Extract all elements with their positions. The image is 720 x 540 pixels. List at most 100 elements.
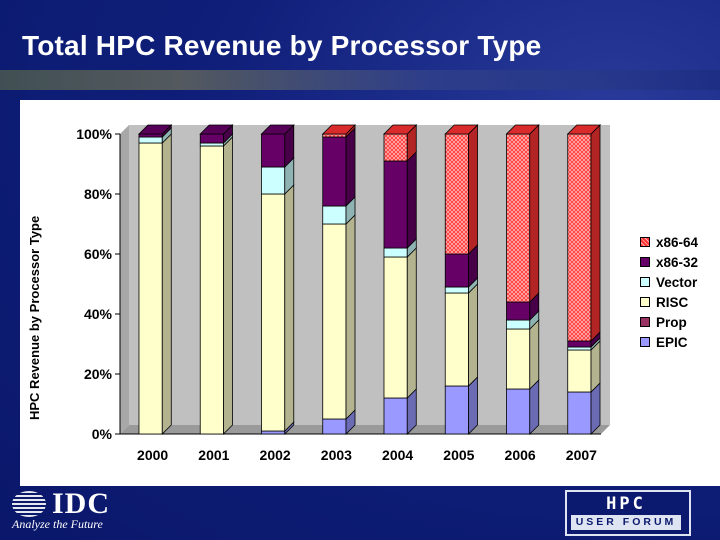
bar-segment-side (406, 151, 417, 249)
title-decoration-bar (0, 70, 720, 90)
bar-segment (506, 388, 531, 435)
legend-label: RISC (656, 294, 689, 310)
bar-segment (506, 133, 531, 303)
plot-side-wall (120, 125, 129, 434)
bar-segment (506, 301, 531, 321)
stacked-bar-chart: 0% 20% 40% 60% 80% 100% 2000 2001 2002 2003 2004 20… (76, 124, 610, 463)
bar-segment (322, 205, 347, 225)
legend-swatch (640, 257, 650, 267)
bar-top (199, 124, 234, 135)
idc-globe-icon (12, 491, 46, 517)
legend-label: Vector (656, 274, 698, 290)
bar-segment (261, 133, 286, 168)
x-tick-label: 2001 (198, 447, 229, 463)
y-tick-label: 60% (84, 246, 113, 262)
y-tick-label: 0% (92, 426, 113, 442)
slide-title: Total HPC Revenue by Processor Type (22, 30, 542, 61)
legend-item: Prop (640, 312, 698, 332)
legend-swatch (640, 277, 650, 287)
legend-item: x86-64 (640, 232, 698, 252)
bar-top (444, 124, 479, 135)
legend-label: x86-64 (656, 234, 699, 250)
bar-segment-side (529, 124, 540, 303)
bar-top (138, 124, 173, 135)
bar-top (505, 124, 540, 135)
x-tick-label: 2000 (137, 447, 168, 463)
bar-segment-side (468, 124, 478, 255)
hpc-logo-text: HPC (606, 494, 646, 514)
bar-segment (383, 160, 408, 249)
legend-item: EPIC (640, 332, 698, 352)
bar-top (321, 124, 356, 135)
bar-segment-side (284, 184, 295, 432)
bar-top (383, 124, 418, 135)
bar-segment (383, 133, 408, 162)
y-tick-label: 20% (84, 366, 113, 382)
bar-segment (567, 133, 592, 342)
plot-floor (120, 425, 610, 434)
x-tick-label: 2006 (505, 447, 536, 463)
x-tick-label: 2002 (260, 447, 291, 463)
idc-tagline: Analyze the Future (12, 517, 103, 531)
bar-segment (322, 136, 347, 207)
y-tick-label: 80% (84, 186, 113, 202)
y-tick-label: 40% (84, 306, 113, 322)
x-tick-label: 2005 (443, 447, 474, 463)
bar-segment (261, 166, 286, 195)
legend-swatch (640, 237, 650, 247)
bar-segment (138, 133, 163, 138)
bar-segment-side (345, 127, 356, 207)
bar-segment (261, 193, 286, 432)
bar-segment (444, 253, 469, 288)
bar-segment-side (223, 136, 233, 435)
bar-segment (322, 418, 347, 435)
bar-segment (199, 145, 224, 435)
idc-wordmark: IDC (52, 487, 111, 520)
hpc-user-forum-logo: HPC USER FORUM (565, 490, 691, 536)
bar-segment (199, 133, 224, 144)
legend-label: Prop (656, 314, 687, 330)
bar-segment (444, 286, 469, 294)
bar-segment-side (345, 214, 356, 420)
bar-segment (444, 292, 469, 387)
bar-segment (138, 142, 163, 435)
bar-segment (567, 346, 592, 351)
bar-segment (383, 247, 408, 258)
chart-legend: x86-64 x86-32 Vector RISC Prop EPIC (640, 232, 698, 352)
bar-segment (322, 223, 347, 420)
bar-segment (444, 133, 469, 255)
legend-swatch (640, 317, 650, 327)
bar-segment (261, 430, 286, 435)
user-forum-text: USER FORUM (571, 515, 681, 530)
bar-segment (506, 328, 531, 390)
bar-segment (444, 385, 469, 435)
bar-segment (383, 256, 408, 399)
bar-segment-side (590, 124, 601, 342)
bar-segment-side (161, 133, 172, 435)
bar-top (566, 124, 601, 135)
x-tick-label: 2003 (321, 447, 352, 463)
legend-label: x86-32 (656, 254, 699, 270)
bar-segment-side (468, 376, 478, 435)
bar-top (260, 124, 295, 135)
x-tick-label: 2004 (382, 447, 413, 463)
y-tick-label: 100% (76, 126, 112, 142)
bar-segment-side (468, 283, 478, 387)
bar-segment (506, 319, 531, 330)
legend-swatch (640, 337, 650, 347)
legend-swatch (640, 297, 650, 307)
bar-segment (199, 142, 224, 147)
bar-segment-side (529, 319, 540, 390)
bar-segment (322, 133, 347, 138)
bar-segment (138, 136, 163, 144)
x-tick-label: 2007 (566, 447, 597, 463)
bar-segment-side (406, 247, 417, 399)
bar-segment (567, 340, 592, 348)
bar-segment (567, 391, 592, 435)
bar-segment (383, 397, 408, 435)
legend-item: x86-32 (640, 252, 698, 272)
legend-item: RISC (640, 292, 698, 312)
legend-label: EPIC (656, 334, 688, 350)
legend-item: Vector (640, 272, 698, 292)
bar-segment (567, 349, 592, 393)
